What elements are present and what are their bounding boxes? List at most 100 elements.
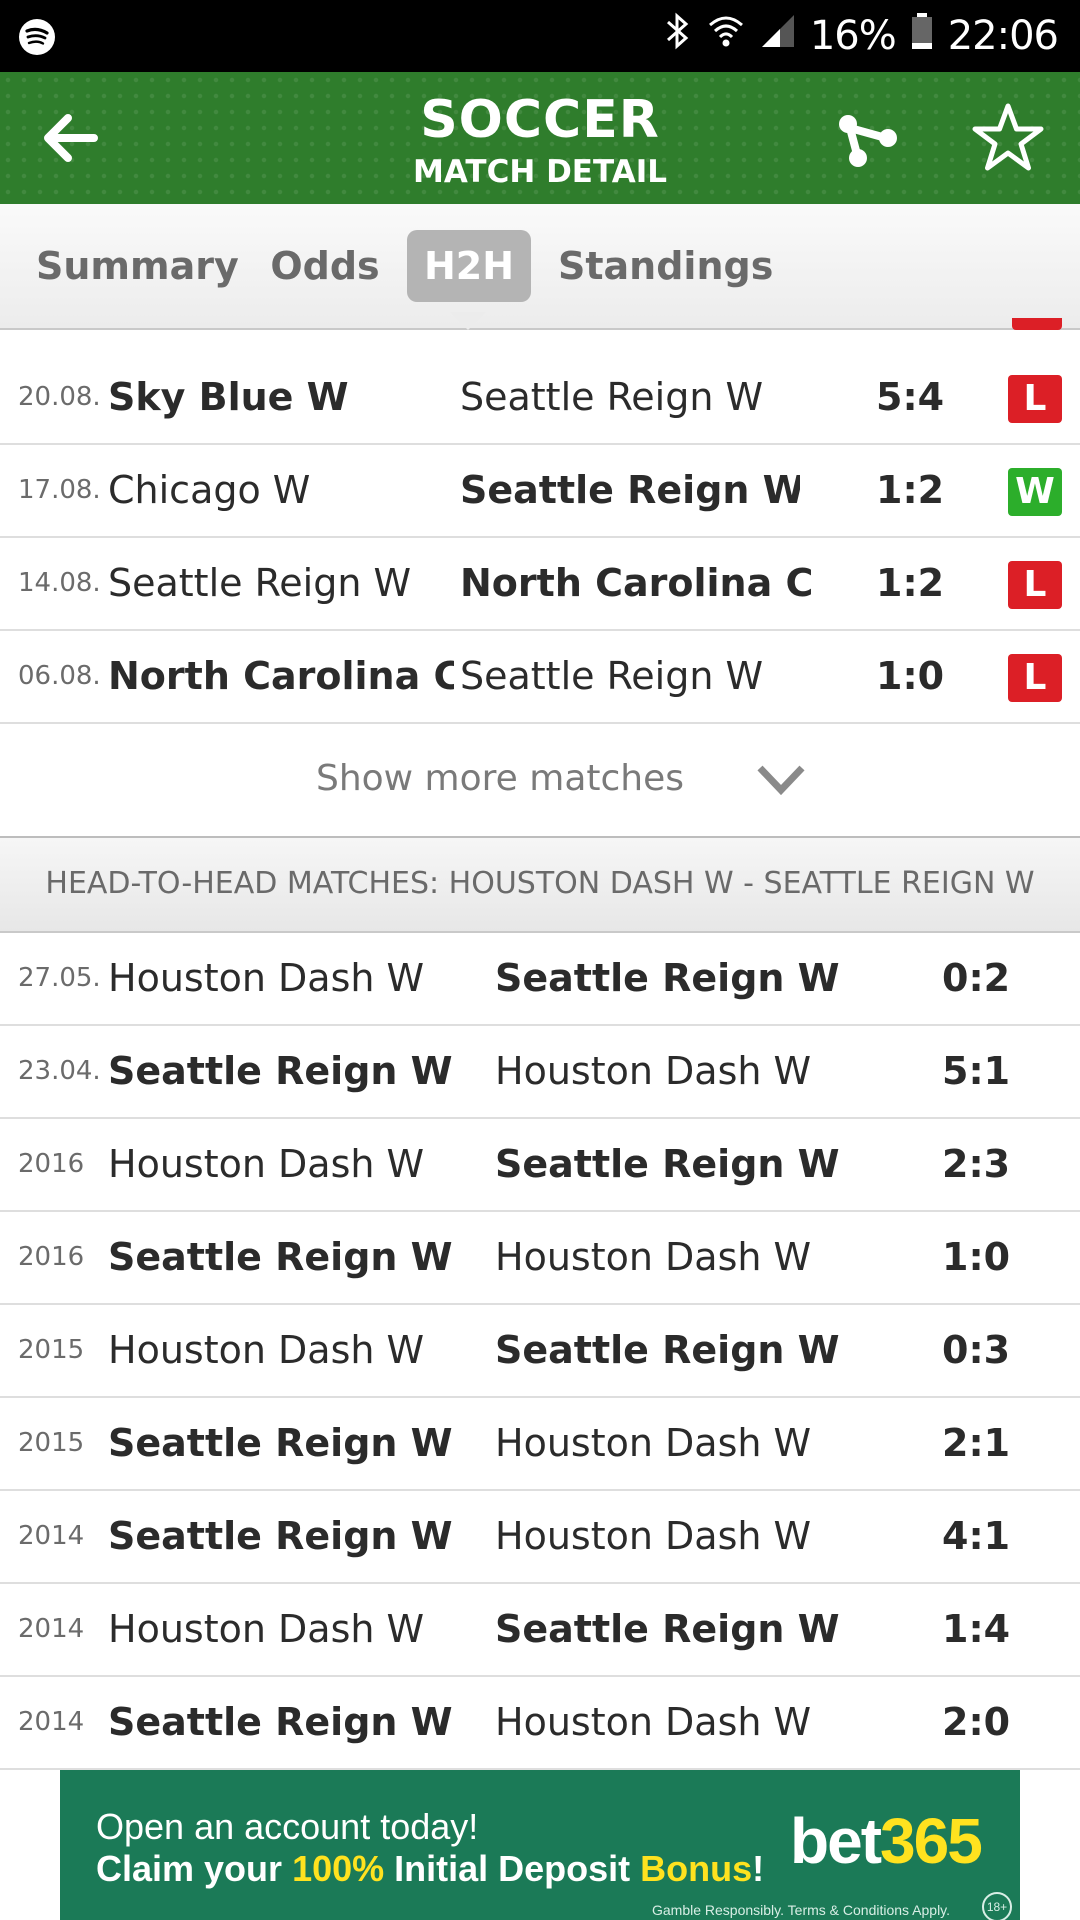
h2h-row[interactable]: 2014 Houston Dash W Seattle Reign W 1:4 <box>0 1584 1080 1677</box>
ad-legal-text: Gamble Responsibly. Terms & Conditions A… <box>652 1902 951 1918</box>
away-team: Seattle Reign W <box>495 1328 840 1372</box>
status-bar: 16% 22:06 <box>0 0 1080 72</box>
away-team: Seattle Reign W <box>495 1142 840 1186</box>
away-team: North Carolina C... <box>460 561 812 605</box>
match-score: 1:2 <box>876 561 945 605</box>
ad-offer-part: ! <box>752 1848 765 1889</box>
h2h-row[interactable]: 2016 Houston Dash W Seattle Reign W 2:3 <box>0 1119 1080 1212</box>
h2h-row[interactable]: 2015 Seattle Reign W Houston Dash W 2:1 <box>0 1398 1080 1491</box>
away-team: Houston Dash W <box>495 1235 812 1279</box>
home-team: Houston Dash W <box>108 1142 425 1186</box>
away-team: Houston Dash W <box>495 1700 812 1744</box>
share-icon[interactable] <box>836 106 900 170</box>
match-score: 5:4 <box>876 375 945 419</box>
match-date: 27.05. <box>18 963 101 993</box>
match-date: 14.08. <box>18 568 101 598</box>
signal-icon <box>760 11 796 61</box>
match-score: 2:0 <box>942 1700 1011 1744</box>
match-date: 2014 <box>18 1521 85 1551</box>
h2h-row[interactable]: 2015 Houston Dash W Seattle Reign W 0:3 <box>0 1305 1080 1398</box>
match-date: 2014 <box>18 1614 85 1644</box>
match-score: 1:0 <box>942 1235 1011 1279</box>
home-team: Sky Blue W <box>108 375 349 419</box>
result-badge: L <box>1008 375 1062 423</box>
away-team: Seattle Reign W <box>495 1607 840 1651</box>
h2h-row[interactable]: 27.05. Houston Dash W Seattle Reign W 0:… <box>0 933 1080 1026</box>
tab-standings[interactable]: Standings <box>558 244 774 288</box>
page-subtitle: MATCH DETAIL <box>413 154 667 190</box>
match-score: 4:1 <box>942 1514 1011 1558</box>
h2h-row[interactable]: 2016 Seattle Reign W Houston Dash W 1:0 <box>0 1212 1080 1305</box>
match-date: 2014 <box>18 1707 85 1737</box>
away-team: Seattle Reign W <box>495 956 840 1000</box>
tab-h2h[interactable]: H2H <box>407 230 531 302</box>
result-badge: L <box>1008 654 1062 702</box>
away-team: Seattle Reign W <box>460 468 800 512</box>
home-team: Houston Dash W <box>108 1328 425 1372</box>
match-score: 0:2 <box>942 956 1011 1000</box>
match-score: 0:3 <box>942 1328 1011 1372</box>
match-row[interactable]: 14.08. Seattle Reign W North Carolina C.… <box>0 538 1080 631</box>
logo-part: bet <box>790 1805 882 1877</box>
bluetooth-icon <box>664 11 692 61</box>
home-team: Seattle Reign W <box>108 1514 453 1558</box>
match-row[interactable]: 06.08. North Carolina C... Seattle Reign… <box>0 631 1080 724</box>
result-badge-partial <box>1012 318 1062 330</box>
back-arrow-icon[interactable] <box>40 108 100 168</box>
chevron-down-icon <box>756 764 806 796</box>
home-team: Houston Dash W <box>108 1607 425 1651</box>
home-team: Houston Dash W <box>108 956 425 1000</box>
result-badge: W <box>1008 468 1062 516</box>
h2h-section-header: HEAD-TO-HEAD MATCHES: HOUSTON DASH W - S… <box>0 838 1080 933</box>
tab-odds[interactable]: Odds <box>270 244 380 288</box>
match-date: 20.08. <box>18 382 101 412</box>
match-date: 2016 <box>18 1242 85 1272</box>
show-more-label: Show more matches <box>315 758 685 799</box>
match-row[interactable]: 17.08. Chicago W Seattle Reign W 1:2 W <box>0 445 1080 538</box>
match-date: 2016 <box>18 1149 85 1179</box>
away-team: Seattle Reign W <box>460 375 764 419</box>
ad-offer-part: Claim your <box>96 1848 293 1889</box>
match-date: 2015 <box>18 1335 85 1365</box>
ad-headline: Open an account today! <box>96 1806 479 1847</box>
ad-offer-part: Initial Deposit <box>384 1848 641 1889</box>
h2h-row[interactable]: 2014 Seattle Reign W Houston Dash W 4:1 <box>0 1491 1080 1584</box>
match-score: 1:4 <box>942 1607 1011 1651</box>
section-title: HEAD-TO-HEAD MATCHES: HOUSTON DASH W - S… <box>45 866 1035 901</box>
tab-pointer <box>450 312 486 330</box>
spotify-icon <box>18 18 56 60</box>
home-team: Seattle Reign W <box>108 561 412 605</box>
match-score: 1:0 <box>876 654 945 698</box>
match-date: 06.08. <box>18 661 101 691</box>
tab-summary[interactable]: Summary <box>36 244 239 288</box>
match-row[interactable]: 20.08. Sky Blue W Seattle Reign W 5:4 L <box>0 352 1080 445</box>
app-header: SOCCER MATCH DETAIL <box>0 72 1080 204</box>
wifi-icon <box>706 11 746 61</box>
age-restriction-badge: 18+ <box>982 1892 1012 1920</box>
battery-percent: 16% <box>809 13 897 59</box>
result-badge: L <box>1008 561 1062 609</box>
bet365-logo: bet365 <box>790 1804 983 1878</box>
match-score: 2:3 <box>942 1142 1011 1186</box>
match-date: 17.08. <box>18 475 101 505</box>
match-date: 2015 <box>18 1428 85 1458</box>
away-team: Houston Dash W <box>495 1049 812 1093</box>
show-more-button[interactable]: Show more matches <box>0 724 1080 838</box>
h2h-row[interactable]: 23.04. Seattle Reign W Houston Dash W 5:… <box>0 1026 1080 1119</box>
home-team: Seattle Reign W <box>108 1235 453 1279</box>
match-score: 2:1 <box>942 1421 1011 1465</box>
ad-banner[interactable]: Open an account today! Claim your 100% I… <box>60 1770 1020 1920</box>
home-team: Seattle Reign W <box>108 1700 453 1744</box>
battery-icon <box>910 11 934 61</box>
favorite-star-icon[interactable] <box>972 102 1044 174</box>
home-team: North Carolina C... <box>108 654 454 698</box>
ad-offer: Claim your 100% Initial Deposit Bonus! <box>96 1848 764 1890</box>
ad-offer-highlight: Bonus <box>640 1848 753 1889</box>
h2h-row[interactable]: 2014 Seattle Reign W Houston Dash W 2:0 <box>0 1677 1080 1770</box>
page-title: SOCCER <box>420 90 660 150</box>
match-score: 1:2 <box>876 468 945 512</box>
home-team: Chicago W <box>108 468 311 512</box>
match-date: 23.04. <box>18 1056 101 1086</box>
home-team: Seattle Reign W <box>108 1421 453 1465</box>
clock: 22:06 <box>947 13 1059 59</box>
